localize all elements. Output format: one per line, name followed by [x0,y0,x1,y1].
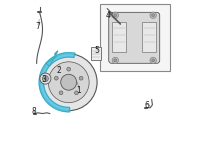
Circle shape [54,76,58,80]
Text: 2: 2 [56,66,61,75]
FancyBboxPatch shape [112,22,126,52]
FancyBboxPatch shape [109,12,160,63]
Text: 8: 8 [31,107,36,116]
Circle shape [152,59,155,62]
Text: 5: 5 [94,46,99,55]
Circle shape [48,62,89,103]
Polygon shape [39,53,75,112]
Circle shape [112,57,118,64]
Text: 6: 6 [144,101,149,110]
Circle shape [67,67,71,71]
Bar [91,47,101,60]
Circle shape [44,78,46,80]
Text: 7: 7 [36,22,41,31]
Circle shape [150,57,156,64]
Text: 1: 1 [77,86,81,95]
Circle shape [74,91,78,95]
Text: 4: 4 [106,11,110,20]
Circle shape [61,74,77,90]
Circle shape [40,54,97,111]
Circle shape [40,73,51,84]
Circle shape [114,59,117,62]
Circle shape [112,12,118,19]
Text: 3: 3 [42,75,46,84]
Circle shape [79,76,83,80]
Circle shape [42,76,48,81]
Circle shape [114,14,117,17]
FancyBboxPatch shape [142,22,156,52]
Circle shape [59,91,63,95]
Polygon shape [46,51,58,66]
Circle shape [152,14,155,17]
Bar [100,4,170,71]
Circle shape [150,12,156,19]
